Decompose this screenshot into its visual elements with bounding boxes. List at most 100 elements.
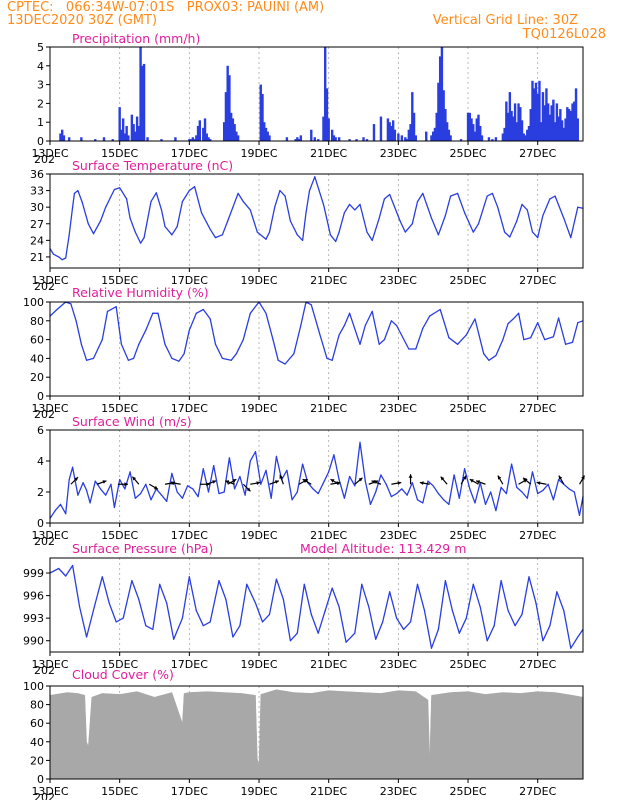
series-point [296, 632, 298, 634]
precip-bar [573, 101, 576, 141]
series-point [202, 625, 204, 627]
series-point [328, 471, 330, 473]
date-label: 21DEC [310, 147, 347, 160]
series-point [549, 198, 551, 200]
date-label: 25DEC [449, 785, 486, 798]
series-point [85, 636, 88, 638]
date-label: 15DEC [101, 785, 138, 798]
date-label: 15DEC [101, 658, 138, 671]
date-label: 17DEC [171, 274, 208, 287]
year-stub-label: 202 [34, 280, 55, 293]
series-point [202, 468, 204, 470]
series-point [213, 465, 215, 467]
y-tick-label: 4 [37, 455, 44, 468]
precip-bar [139, 47, 142, 141]
panel-0: Precipitation (mm/h) 13DEC 15DEC 17DEC 19DEC… [31, 31, 584, 166]
series-point [113, 188, 116, 191]
series-point [577, 206, 579, 208]
series-point [500, 579, 502, 582]
series-point [239, 625, 241, 627]
series-point [456, 343, 459, 345]
precip-bar [574, 88, 578, 141]
series-point [364, 480, 366, 482]
precip-bar [560, 120, 564, 141]
series-point [544, 339, 546, 341]
precip-bar [576, 118, 579, 141]
series-point [176, 225, 178, 228]
series-point [110, 483, 112, 485]
date-label: 23DEC [380, 785, 417, 798]
precip-bar [135, 116, 139, 141]
precip-bar [325, 88, 329, 141]
series-point [155, 192, 157, 194]
series-point [406, 494, 408, 496]
series-point [221, 234, 224, 236]
precip-bar [196, 125, 200, 141]
series-point [422, 192, 424, 194]
series-point [369, 503, 372, 505]
series-point [326, 357, 328, 359]
series-point [101, 576, 103, 578]
precip-bar [142, 63, 146, 141]
series-point [516, 486, 518, 488]
wind-arrow-head [408, 474, 413, 478]
series-point [404, 231, 406, 233]
series-point [516, 220, 518, 222]
precip-bar [203, 118, 207, 141]
panel-4: Surface Pressure (hPa) Model Altitude: 11… [23, 541, 584, 677]
precip-bar [174, 137, 177, 141]
series-point [265, 238, 267, 240]
series-point [159, 583, 161, 585]
wind-arrow-head [419, 481, 424, 485]
y-tick-label: 2 [37, 486, 44, 499]
precip-bar [548, 114, 552, 141]
series-point [143, 236, 145, 239]
date-label: 19DEC [240, 529, 277, 542]
series-point [542, 214, 544, 217]
series-point [101, 339, 103, 341]
series-point [68, 234, 70, 236]
precip-bar [555, 103, 559, 141]
precip-bar [531, 80, 534, 141]
series-point [200, 212, 203, 214]
wind-arrow [371, 480, 382, 485]
series-point [382, 621, 384, 623]
series-point [227, 220, 229, 222]
precip-bar [322, 116, 325, 141]
series-point [81, 201, 83, 203]
precip-bar [562, 127, 566, 141]
series-point [115, 621, 117, 623]
series-point [166, 602, 168, 604]
panel-title: Surface Temperature (nC) [72, 158, 233, 173]
series-point [308, 189, 311, 192]
precip-bar [198, 120, 201, 141]
series-point [448, 337, 450, 339]
precip-bar [470, 118, 473, 141]
wind-arrow-head [330, 479, 335, 483]
series-point [383, 339, 386, 341]
y-tick-label: 993 [23, 612, 44, 625]
series-point [221, 357, 224, 359]
series-point [422, 502, 424, 504]
series-point [195, 312, 197, 314]
series-point [65, 257, 67, 259]
precip-bar [388, 122, 391, 141]
date-label: 21DEC [310, 402, 347, 415]
wind-arrow [148, 483, 159, 490]
precip-bar [80, 137, 83, 141]
series-point [389, 591, 391, 593]
series-point [429, 315, 431, 317]
date-label: 25DEC [449, 402, 486, 415]
precip-bar [487, 137, 491, 141]
precip-bar [442, 90, 445, 141]
series-point [61, 259, 63, 261]
series-point [465, 334, 467, 336]
series-point [408, 348, 410, 350]
series-point [523, 339, 525, 341]
precip-bar [526, 129, 529, 141]
series-point [477, 223, 480, 225]
precip-bar [332, 135, 336, 141]
year-stub-label: 202 [34, 408, 55, 421]
series-point [458, 632, 460, 634]
